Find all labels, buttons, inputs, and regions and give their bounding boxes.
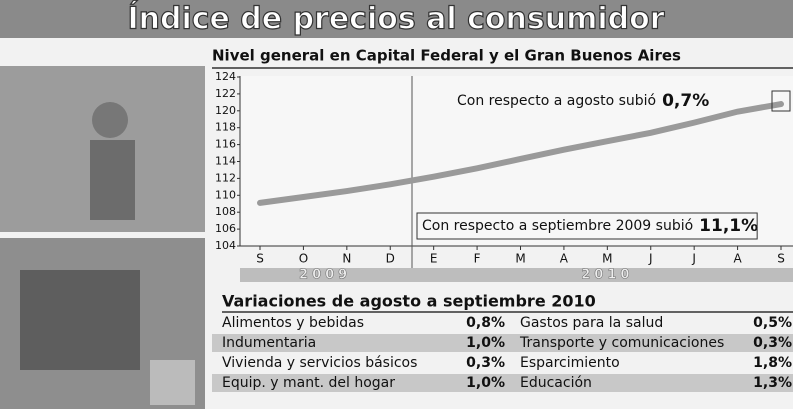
y-tick-label: 108	[215, 205, 236, 218]
table-label: Gastos para la salud	[520, 315, 663, 331]
y-tick-label: 124	[215, 70, 236, 83]
y-tick-label: 118	[215, 121, 236, 134]
x-tick-label: F	[474, 252, 481, 266]
year-label: 2009	[299, 268, 351, 283]
table-label: Equip. y mant. del hogar	[222, 375, 395, 391]
table-title: Variaciones de agosto a septiembre 2010	[222, 292, 596, 311]
table-label: Alimentos y bebidas	[222, 315, 364, 331]
x-tick-label: A	[733, 252, 742, 266]
chart-title: Nivel general en Capital Federal y el Gr…	[212, 47, 681, 65]
x-tick-label: M	[602, 252, 612, 266]
x-tick-label: O	[299, 252, 308, 266]
table-value: 1,0%	[466, 375, 505, 391]
y-tick-label: 114	[215, 155, 236, 168]
table-value: 0,5%	[753, 315, 792, 331]
table-value: 1,0%	[466, 335, 505, 351]
table-label: Vivienda y servicios básicos	[222, 355, 417, 371]
photo-detail	[150, 360, 195, 405]
chart: Índice de precios al consumidor Nivel ge…	[0, 0, 793, 409]
photo-detail	[90, 140, 135, 220]
x-tick-label: D	[386, 252, 395, 266]
photo-detail	[92, 102, 128, 138]
table-value: 0,3%	[466, 355, 505, 371]
y-tick-label: 116	[215, 138, 236, 151]
table-label: Esparcimiento	[520, 355, 620, 371]
y-tick-label: 112	[215, 171, 236, 184]
annotation-value: 11,1%	[699, 216, 758, 236]
page: {"chart_data": { "type": "line", "banner…	[0, 0, 793, 409]
table-value: 0,3%	[753, 335, 792, 351]
table-label: Indumentaria	[222, 335, 316, 351]
y-tick-label: 120	[215, 104, 236, 117]
table-label: Educación	[520, 375, 592, 391]
x-tick-label: M	[515, 252, 525, 266]
table-value: 0,8%	[466, 315, 505, 331]
annotation-text: Con respecto a agosto subió	[457, 93, 656, 109]
x-tick-label: S	[256, 252, 264, 266]
table-value: 1,3%	[753, 375, 792, 391]
y-tick-label: 106	[215, 222, 236, 235]
banner-title: Índice de precios al consumidor	[127, 1, 664, 37]
annotation-value: 0,7%	[662, 91, 709, 111]
y-tick-label: 122	[215, 87, 236, 100]
x-tick-label: A	[560, 252, 569, 266]
x-tick-label: S	[777, 252, 785, 266]
x-tick-label: E	[430, 252, 438, 266]
annotation: Con respecto a agosto subió 0,7%	[457, 91, 709, 111]
x-tick-label: J	[648, 252, 653, 266]
annotation: Con respecto a septiembre 2009 subió 11,1…	[422, 216, 758, 236]
y-tick-label: 104	[215, 239, 236, 252]
annotation-text: Con respecto a septiembre 2009 subió	[422, 218, 693, 234]
y-tick-label: 110	[215, 188, 236, 201]
table-label: Transporte y comunicaciones	[519, 335, 724, 351]
x-tick-label: N	[342, 252, 351, 266]
photo-detail	[20, 270, 140, 370]
x-tick-label: J	[691, 252, 696, 266]
year-label: 2010	[581, 268, 633, 283]
table-value: 1,8%	[753, 355, 792, 371]
